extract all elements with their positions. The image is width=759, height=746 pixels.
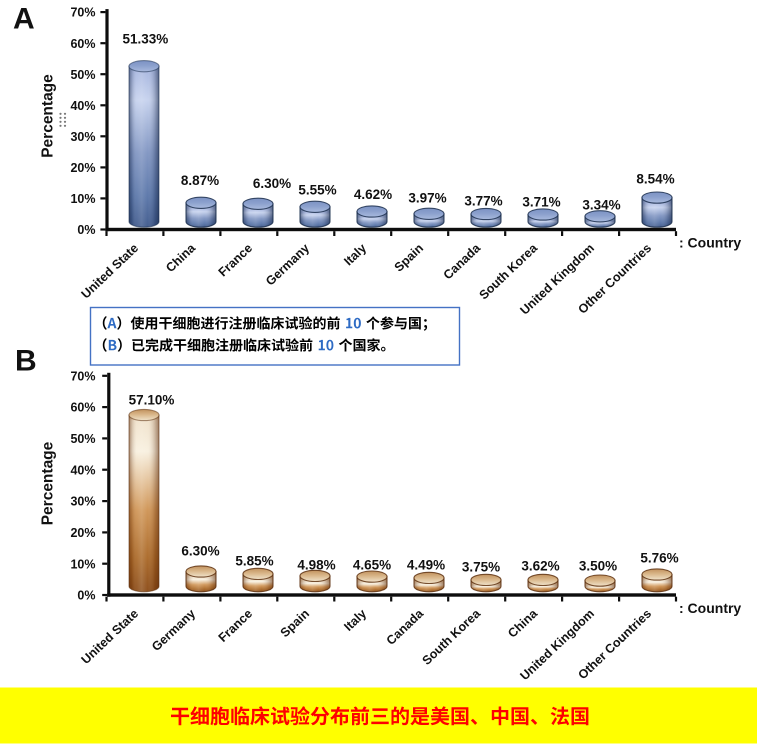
svg-text:3.34%: 3.34% xyxy=(582,198,620,213)
svg-text:3.71%: 3.71% xyxy=(522,195,560,210)
svg-text:57.10%: 57.10% xyxy=(129,393,175,408)
svg-text:40%: 40% xyxy=(70,99,95,113)
svg-text:3.50%: 3.50% xyxy=(579,559,617,574)
svg-text:8.87%: 8.87% xyxy=(181,173,219,188)
svg-text:20%: 20% xyxy=(70,526,95,540)
svg-text:Percentage: Percentage xyxy=(40,74,57,158)
svg-text:0%: 0% xyxy=(77,589,95,603)
svg-text:10%: 10% xyxy=(70,192,95,206)
svg-text:A: A xyxy=(13,3,35,36)
svg-text:4.62%: 4.62% xyxy=(354,187,392,202)
svg-text:50%: 50% xyxy=(70,432,95,446)
svg-text:3.62%: 3.62% xyxy=(521,559,559,574)
svg-text:8.54%: 8.54% xyxy=(636,172,674,187)
svg-text:70%: 70% xyxy=(70,6,95,20)
svg-text:5.76%: 5.76% xyxy=(640,551,678,566)
svg-text:40%: 40% xyxy=(70,463,95,477)
svg-text:6.30%: 6.30% xyxy=(253,176,291,191)
svg-text:B: B xyxy=(15,345,37,378)
svg-text:5.55%: 5.55% xyxy=(298,183,336,198)
svg-text:10%: 10% xyxy=(70,557,95,571)
svg-text:4.98%: 4.98% xyxy=(297,558,335,573)
svg-text:51.33%: 51.33% xyxy=(123,32,169,47)
svg-text:60%: 60% xyxy=(70,401,95,415)
svg-text:50%: 50% xyxy=(70,68,95,82)
svg-text:: Country: : Country xyxy=(679,235,741,251)
svg-text:3.75%: 3.75% xyxy=(462,560,500,575)
svg-text:30%: 30% xyxy=(70,495,95,509)
svg-text:30%: 30% xyxy=(70,130,95,144)
svg-text:Percentage: Percentage xyxy=(40,441,57,525)
svg-text:3.77%: 3.77% xyxy=(464,194,502,209)
svg-text:0%: 0% xyxy=(77,223,95,237)
svg-text:5.85%: 5.85% xyxy=(235,554,273,569)
svg-text:3.97%: 3.97% xyxy=(408,191,446,206)
svg-text:20%: 20% xyxy=(70,161,95,175)
svg-text:: Country: : Country xyxy=(679,600,741,616)
svg-text:6.30%: 6.30% xyxy=(181,544,219,559)
svg-text:60%: 60% xyxy=(70,37,95,51)
svg-text:4.49%: 4.49% xyxy=(407,558,445,573)
svg-text:70%: 70% xyxy=(70,369,95,383)
svg-text:4.65%: 4.65% xyxy=(353,558,391,573)
